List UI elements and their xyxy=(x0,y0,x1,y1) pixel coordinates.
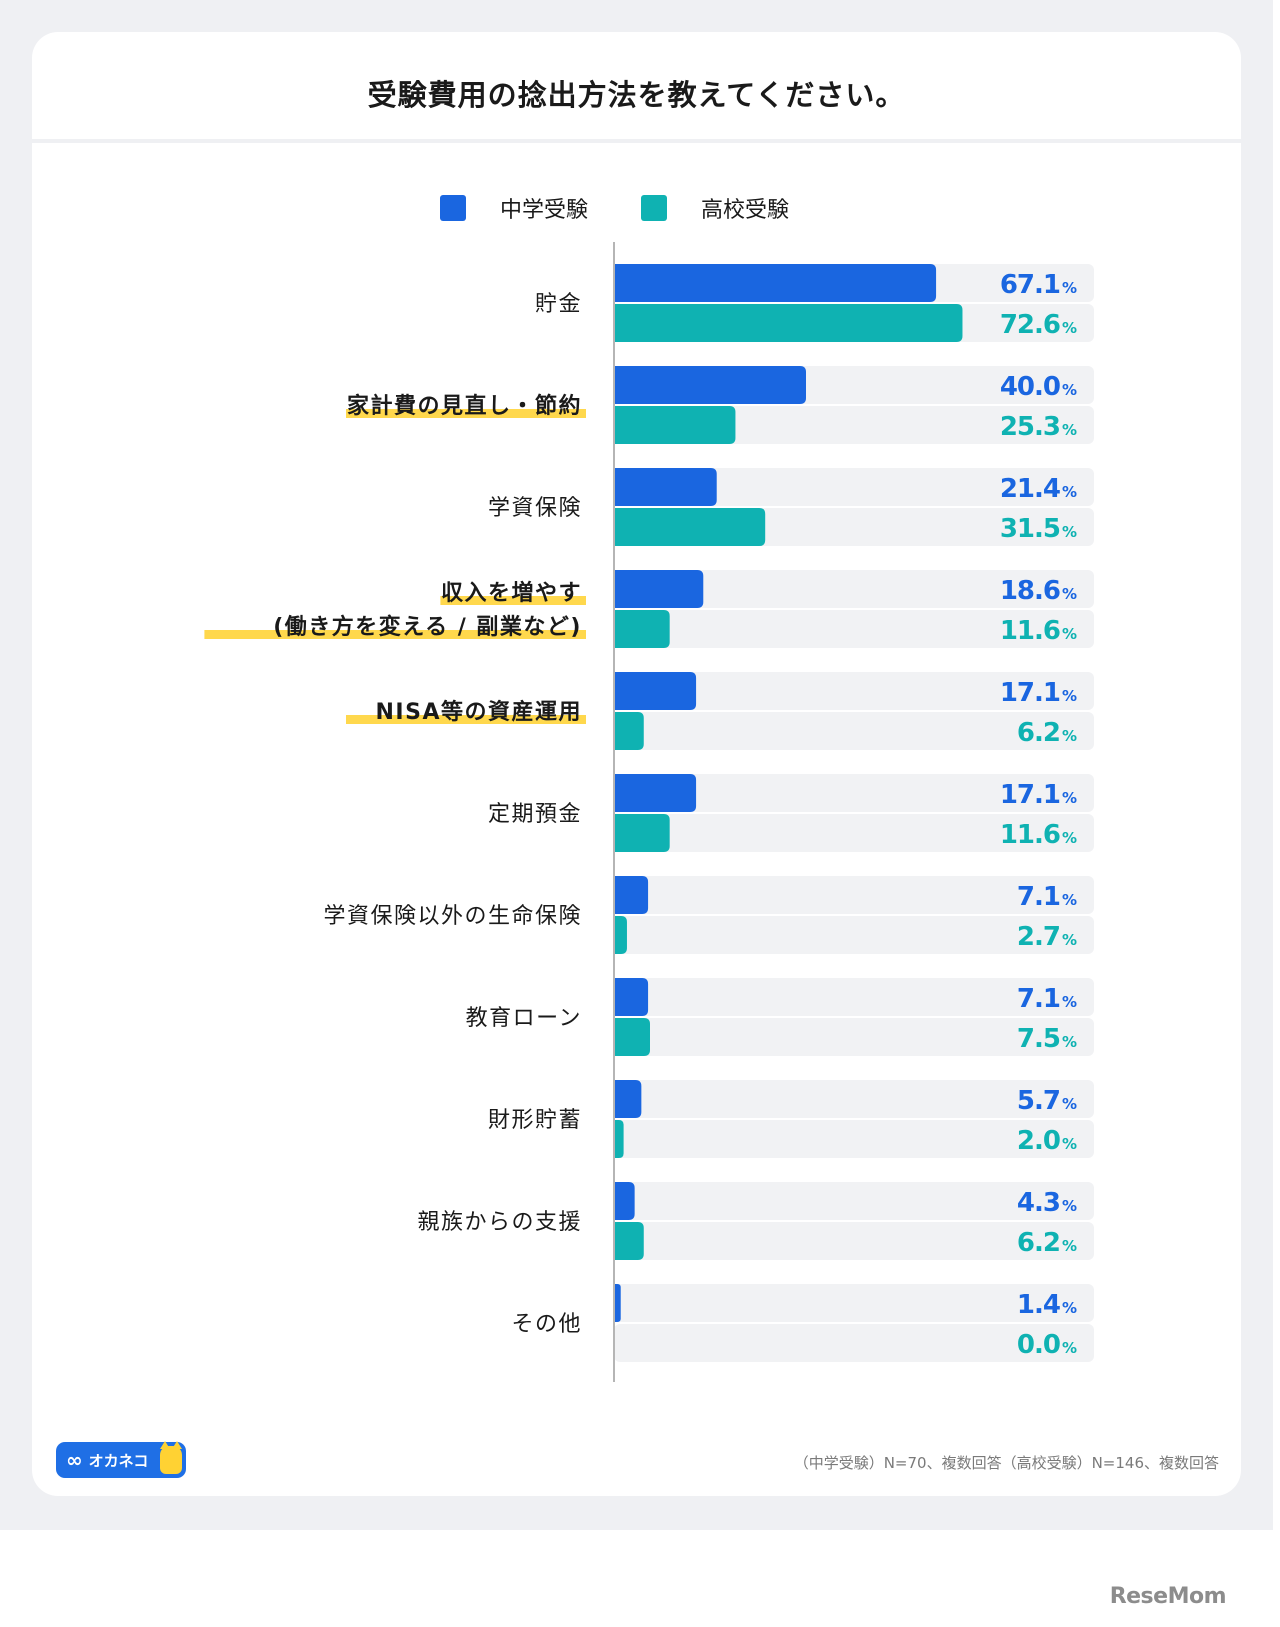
bar xyxy=(614,876,649,914)
value-label: 7.1% xyxy=(1017,984,1077,1014)
legend-item-high-school: 高校受験 xyxy=(641,192,789,224)
value-label: 72.6% xyxy=(1000,310,1077,340)
cat-mascot-icon xyxy=(160,1441,182,1474)
bar-track xyxy=(614,468,1094,506)
value-label: 31.5% xyxy=(1000,514,1077,544)
legend-label-high-school: 高校受験 xyxy=(701,198,790,223)
category-label: 貯金 xyxy=(535,292,582,317)
okaneko-logo: ∞ オカネコ xyxy=(56,1441,186,1478)
bar xyxy=(614,1182,635,1220)
card-header: 受験費用の捻出方法を教えてください。 xyxy=(32,32,1241,143)
bar xyxy=(614,916,627,954)
legend-swatch-high-school xyxy=(641,195,667,221)
category-label: 学資保険 xyxy=(488,496,582,521)
bar xyxy=(614,508,766,546)
bar-track xyxy=(614,1284,1094,1322)
value-label: 4.3% xyxy=(1017,1188,1077,1218)
infinity-icon: ∞ xyxy=(66,1448,83,1472)
bar-track xyxy=(614,1120,1094,1158)
value-label: 2.0% xyxy=(1017,1126,1077,1156)
value-label: 25.3% xyxy=(1000,412,1077,442)
bar xyxy=(614,1284,621,1322)
bar-chart: 貯金 67.1 % 72.6 % 家計費の見直し・節約 40.0 % 25.3 % 学資保険 21.4… xyxy=(204,242,1094,1382)
value-label: 0.0% xyxy=(1017,1330,1077,1360)
bar xyxy=(614,1222,644,1260)
bar xyxy=(614,774,697,812)
bar xyxy=(614,1080,642,1118)
bar-track xyxy=(614,1080,1094,1118)
category-label: 親族からの支援 xyxy=(417,1210,582,1235)
value-label: 11.6% xyxy=(1000,616,1077,646)
category-highlight xyxy=(204,630,586,639)
category-label: その他 xyxy=(511,1312,582,1337)
bar-track xyxy=(614,610,1094,648)
value-label: 7.1% xyxy=(1017,882,1077,912)
legend: 中学受験 高校受験 xyxy=(32,192,1241,232)
category-label: 財形貯蓄 xyxy=(488,1108,582,1133)
bar xyxy=(614,672,697,710)
category-highlight xyxy=(346,409,586,418)
category-label: NISA等の資産運用 xyxy=(376,699,582,725)
category-highlight xyxy=(440,596,586,605)
value-label: 6.2% xyxy=(1017,1228,1077,1258)
bar-track xyxy=(614,916,1094,954)
bar xyxy=(614,406,736,444)
value-label: 2.7% xyxy=(1017,922,1077,952)
bar-track xyxy=(614,570,1094,608)
value-label: 11.6% xyxy=(1000,820,1077,850)
bar xyxy=(614,304,963,342)
bar xyxy=(614,570,704,608)
watermark: ReseMom xyxy=(1109,1584,1227,1609)
category-label: (働き方を変える / 副業など) xyxy=(273,614,582,640)
value-label: 6.2% xyxy=(1017,718,1077,748)
bar-track xyxy=(614,814,1094,852)
logo-text: オカネコ xyxy=(88,1451,149,1470)
category-label: 教育ローン xyxy=(466,1006,582,1031)
bar-track xyxy=(614,1222,1094,1260)
chart-card: 受験費用の捻出方法を教えてください。 中学受験 高校受験 貯金 67.1% 72.6… xyxy=(32,32,1241,1496)
value-label: 17.1% xyxy=(1000,678,1077,708)
value-label: 21.4% xyxy=(1000,474,1077,504)
bar xyxy=(614,468,717,506)
bar xyxy=(614,1018,650,1056)
value-label: 18.6% xyxy=(1000,576,1077,606)
value-label: 1.4% xyxy=(1017,1290,1077,1320)
bar xyxy=(614,610,670,648)
bar xyxy=(614,366,806,404)
value-label: 7.5% xyxy=(1017,1024,1077,1054)
bar-track xyxy=(614,876,1094,914)
category-label: 収入を増やす xyxy=(441,580,582,606)
value-label: 40.0% xyxy=(1000,372,1077,402)
category-highlight xyxy=(346,715,586,724)
bar-track xyxy=(614,1182,1094,1220)
category-label: 家計費の見直し・節約 xyxy=(347,393,582,419)
bar-track xyxy=(614,1324,1094,1362)
value-label: 67.1% xyxy=(1000,270,1077,300)
footnote: （中学受験）N=70、複数回答（高校受験）N=146、複数回答 xyxy=(793,1454,1219,1472)
bar-track xyxy=(614,1018,1094,1056)
value-label: 17.1% xyxy=(1000,780,1077,810)
bar xyxy=(614,978,649,1016)
bar xyxy=(614,264,937,302)
bar-track xyxy=(614,978,1094,1016)
legend-label-junior-high: 中学受験 xyxy=(500,198,589,223)
category-label: 定期預金 xyxy=(488,802,582,827)
bar-track xyxy=(614,712,1094,750)
category-label: 学資保険以外の生命保険 xyxy=(323,904,582,929)
chart-title: 受験費用の捻出方法を教えてください。 xyxy=(367,77,906,112)
legend-swatch-junior-high xyxy=(440,195,466,221)
bar xyxy=(614,712,644,750)
bar xyxy=(614,1120,624,1158)
bar-track xyxy=(614,672,1094,710)
bar-track xyxy=(614,774,1094,812)
legend-item-junior-high: 中学受験 xyxy=(440,192,588,224)
bar xyxy=(614,814,670,852)
value-label: 5.7% xyxy=(1017,1086,1077,1116)
